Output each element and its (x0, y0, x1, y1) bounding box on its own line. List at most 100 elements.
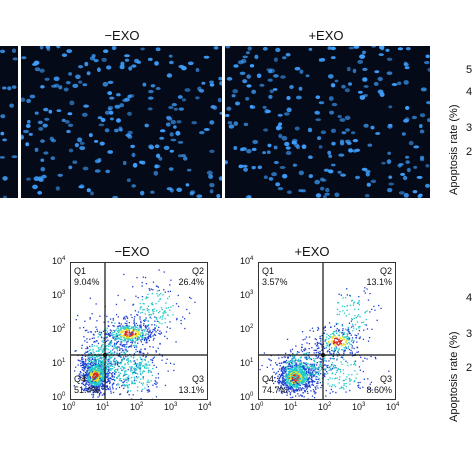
x-tick-label: 104 (386, 402, 400, 412)
nucleus (314, 110, 320, 114)
nucleus (281, 135, 288, 141)
nucleus (111, 46, 117, 51)
nucleus (298, 86, 303, 91)
nucleus (9, 103, 15, 108)
nucleus (56, 109, 62, 112)
nucleus (357, 59, 364, 64)
nucleus (246, 149, 252, 154)
nucleus (289, 85, 294, 89)
nucleus (246, 74, 251, 79)
nucleus (412, 190, 418, 194)
y-tick-label: 102 (52, 324, 66, 334)
nucleus (403, 80, 409, 85)
nucleus (362, 67, 368, 71)
nucleus (364, 194, 370, 198)
flow-plot-plus-exo: Q1 3.57% Q2 13.1% Q4 74.7% Q3 8.60% (258, 262, 396, 400)
nucleus (249, 64, 255, 68)
nucleus (329, 110, 335, 115)
nucleus (119, 128, 123, 132)
x-tick-label: 103 (352, 402, 366, 412)
nucleus (277, 113, 283, 117)
nucleus (340, 173, 346, 177)
nucleus (339, 139, 345, 144)
nucleus (262, 151, 266, 155)
nucleus (351, 131, 356, 135)
nucleus (217, 97, 222, 103)
nucleus (317, 136, 322, 140)
nucleus (147, 107, 153, 111)
nucleus (249, 105, 254, 109)
top-y-tick: 4 (466, 86, 473, 98)
nucleus (386, 159, 392, 165)
nucleus (387, 151, 391, 155)
nucleus (48, 109, 53, 114)
x-tick-label: 100 (62, 402, 76, 412)
nucleus (97, 67, 101, 72)
nucleus (330, 56, 336, 60)
nucleus (328, 154, 333, 158)
nucleus (33, 60, 40, 65)
nucleus (131, 152, 136, 158)
top-y-axis-title: Apoptosis rate (%) (448, 104, 460, 195)
nucleus (42, 123, 48, 128)
nucleus (29, 94, 36, 99)
nucleus (307, 127, 313, 133)
nucleus (226, 76, 233, 81)
nucleus (331, 163, 336, 167)
nucleus (184, 88, 191, 92)
nucleus (140, 47, 145, 51)
q1-label: Q1 3.57% (262, 266, 288, 287)
nucleus (419, 113, 426, 118)
nucleus (233, 64, 239, 68)
nucleus (277, 187, 284, 191)
nucleus (225, 160, 228, 165)
flow-title-minus-exo: −EXO (114, 244, 150, 259)
nucleus (245, 97, 250, 101)
nucleus (43, 107, 49, 112)
nucleus (103, 49, 109, 53)
nucleus (318, 145, 323, 149)
nucleus (208, 174, 214, 180)
nucleus (195, 68, 200, 72)
nucleus (252, 139, 259, 145)
nucleus (201, 81, 206, 85)
nucleus (196, 194, 203, 198)
nucleus (127, 111, 132, 116)
bottom-y-tick: 4 (466, 292, 473, 304)
nucleus (94, 169, 101, 173)
column-label-plus-exo: +EXO (308, 28, 344, 43)
nucleus (216, 194, 221, 198)
x-tick-label: 102 (318, 402, 332, 412)
nucleus (209, 80, 214, 84)
nucleus (375, 132, 381, 135)
nucleus (187, 61, 194, 66)
nucleus (86, 188, 91, 193)
nucleus (104, 110, 111, 115)
nucleus (102, 81, 109, 87)
nucleus (37, 190, 43, 195)
nucleus (386, 71, 393, 75)
nucleus (402, 175, 408, 181)
nucleus (319, 177, 325, 182)
nucleus (2, 176, 8, 181)
nucleus (34, 111, 39, 115)
nucleus (251, 165, 256, 170)
nucleus (273, 145, 278, 150)
nucleus (403, 119, 409, 123)
nucleus (267, 78, 273, 82)
nucleus (365, 171, 370, 177)
nucleus (171, 103, 177, 107)
q4-label: Q4 74.7% (262, 374, 288, 395)
nucleus (266, 68, 273, 72)
nucleus (127, 94, 132, 99)
y-tick-label: 101 (240, 358, 254, 368)
nucleus (150, 84, 156, 88)
nucleus (359, 95, 366, 100)
nucleus (282, 56, 287, 60)
nucleus (403, 61, 408, 66)
nucleus (401, 132, 406, 136)
nucleus (55, 186, 60, 191)
nucleus (367, 143, 373, 147)
nucleus (424, 60, 430, 65)
nucleus (251, 147, 257, 152)
